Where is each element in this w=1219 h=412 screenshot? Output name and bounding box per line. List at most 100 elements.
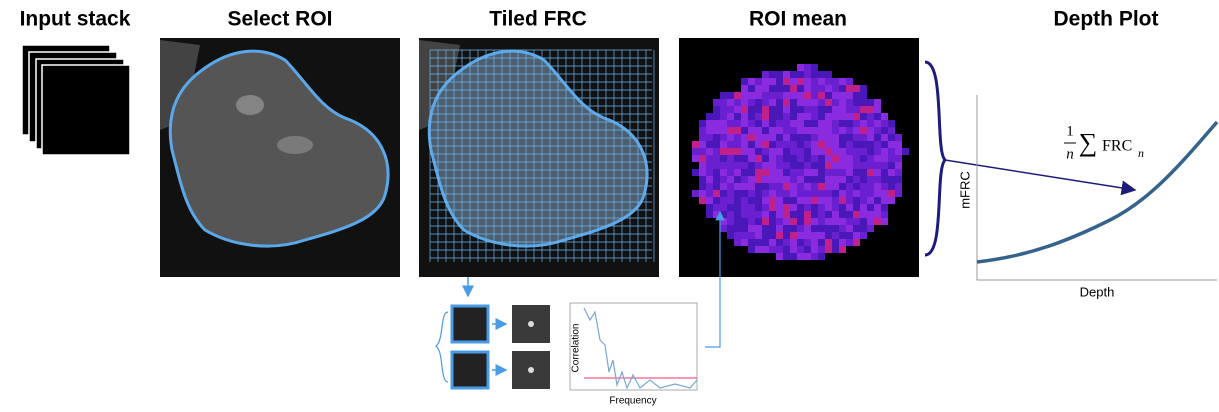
heat-pixel [853,169,860,176]
heat-pixel [846,183,853,190]
arrow [945,160,1135,190]
heat-pixel [853,197,860,204]
heat-pixel [720,127,727,134]
heat-pixel [776,183,783,190]
heat-pixel [839,134,846,141]
heat-pixel [853,190,860,197]
heat-pixel [734,183,741,190]
heat-pixel [762,183,769,190]
heat-pixel [832,218,839,225]
heat-pixel [804,134,811,141]
heat-pixel [790,92,797,99]
heat-pixel [846,106,853,113]
heat-pixel [797,113,804,120]
heat-pixel [762,141,769,148]
heat-pixel [811,85,818,92]
heat-pixel [818,183,825,190]
heat-pixel [825,92,832,99]
heat-pixel [748,78,755,85]
heat-pixel [804,113,811,120]
heat-pixel [741,197,748,204]
heat-pixel [783,183,790,190]
heat-pixel [734,141,741,148]
heat-pixel [790,113,797,120]
heat-pixel [706,162,713,169]
heat-pixel [776,85,783,92]
heat-pixel [811,253,818,260]
heat-pixel [832,183,839,190]
heat-pixel [727,141,734,148]
heat-pixel [762,78,769,85]
formula: 1 n ∑ FRC n [1064,123,1144,162]
heat-pixel [895,141,902,148]
heat-pixel [706,134,713,141]
heat-pixel [727,106,734,113]
heat-pixel [713,169,720,176]
heat-pixel [811,190,818,197]
heat-pixel [783,134,790,141]
heat-pixel [888,120,895,127]
heat-pixel [832,169,839,176]
heat-pixel [720,218,727,225]
heat-pixel [853,85,860,92]
heat-pixel [860,127,867,134]
heat-pixel [783,127,790,134]
heat-pixel [825,71,832,78]
heat-pixel [790,253,797,260]
heat-pixel [867,148,874,155]
heat-pixel [783,92,790,99]
heat-pixel [748,176,755,183]
heat-pixel [825,232,832,239]
heat-pixel [804,78,811,85]
y-label: Correlation [571,324,582,373]
heat-pixel [874,99,881,106]
heat-pixel [853,225,860,232]
heat-pixel [748,239,755,246]
heat-pixel [783,169,790,176]
heat-pixel [769,218,776,225]
heat-pixel [797,197,804,204]
heat-pixel [811,232,818,239]
heat-pixel [804,225,811,232]
numerator: 1 [1066,123,1074,139]
heat-pixel [804,92,811,99]
heat-pixel [797,204,804,211]
heat-pixel [874,197,881,204]
heat-pixel [748,127,755,134]
heat-pixel [734,127,741,134]
heat-pixel [699,169,706,176]
heat-pixel [776,162,783,169]
heat-pixel [881,113,888,120]
heat-pixel [853,204,860,211]
heat-pixel [853,155,860,162]
heat-pixel [811,71,818,78]
heat-pixel [720,169,727,176]
heat-pixel [769,169,776,176]
heat-pixel [867,225,874,232]
heat-pixel [804,99,811,106]
heat-pixel [804,183,811,190]
heat-pixel [727,197,734,204]
heat-pixel [727,211,734,218]
heat-pixel [783,141,790,148]
heat-pixel [895,155,902,162]
heat-pixel [790,134,797,141]
heat-pixel [776,71,783,78]
heat-pixel [874,204,881,211]
heat-pixel [797,148,804,155]
heat-pixel [776,141,783,148]
heat-pixel [699,141,706,148]
roi-mean-image [679,38,919,277]
heat-pixel [874,155,881,162]
heat-pixel [825,225,832,232]
heat-pixel [853,127,860,134]
heat-pixel [881,211,888,218]
heat-pixel [825,141,832,148]
heat-pixel [811,113,818,120]
heat-pixel [741,99,748,106]
heat-pixel [860,218,867,225]
heat-pixel [846,197,853,204]
heat-pixel [762,239,769,246]
heat-pixel [734,148,741,155]
heat-pixel [748,211,755,218]
